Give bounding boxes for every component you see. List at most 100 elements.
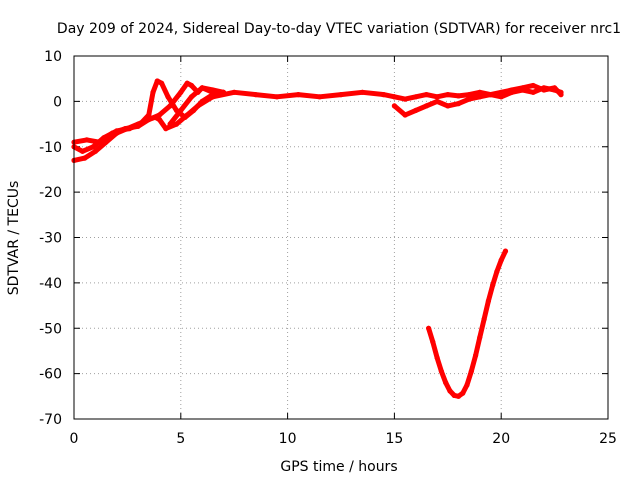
- y-tick-label: 10: [44, 49, 62, 65]
- data-point: [295, 92, 301, 98]
- data-point: [182, 114, 188, 120]
- x-tick-label: 15: [385, 431, 403, 447]
- data-point: [150, 89, 156, 95]
- data-point: [490, 282, 496, 288]
- data-point: [487, 92, 494, 98]
- data-point: [466, 92, 472, 98]
- data-point: [541, 87, 547, 93]
- data-point: [317, 94, 323, 100]
- y-tick-label: -50: [39, 321, 62, 337]
- data-point: [552, 85, 558, 91]
- data-point: [520, 85, 526, 91]
- data-point: [455, 393, 462, 399]
- data-point: [109, 130, 115, 136]
- data-point: [464, 382, 470, 388]
- data-point: [165, 94, 171, 100]
- data-point: [434, 355, 440, 361]
- data-point: [231, 89, 237, 95]
- grid: [74, 56, 608, 419]
- y-tick-label: -40: [39, 276, 62, 292]
- y-tick-label: -60: [39, 367, 62, 383]
- x-tick-labels: 0 5 10 15 20 25: [70, 431, 617, 447]
- data-point: [473, 352, 479, 359]
- data-point: [178, 89, 184, 95]
- data-point: [447, 388, 453, 394]
- data-point: [455, 101, 462, 107]
- data-point: [558, 92, 564, 98]
- y-tick-label: -30: [39, 231, 62, 247]
- data-point: [210, 89, 216, 95]
- data-point: [443, 380, 449, 386]
- data-point: [460, 390, 466, 396]
- data-point: [413, 107, 419, 113]
- data-point: [509, 87, 515, 93]
- data-point: [391, 94, 397, 100]
- data-point: [498, 257, 504, 263]
- data-point: [79, 148, 86, 154]
- chart-title: Day 209 of 2024, Sidereal Day-to-day VTE…: [57, 21, 621, 37]
- data-point: [445, 103, 451, 109]
- data-point: [92, 148, 98, 154]
- data-point: [498, 89, 504, 95]
- x-tick-label: 10: [279, 431, 297, 447]
- data-point: [502, 248, 509, 254]
- data-point: [146, 116, 152, 123]
- data-point: [434, 94, 440, 100]
- data-point: [82, 155, 88, 161]
- data-point: [498, 94, 504, 100]
- data-point: [391, 103, 397, 109]
- data-point: [184, 80, 190, 86]
- data-point: [359, 89, 365, 95]
- data-point: [173, 121, 180, 127]
- data-point: [426, 325, 432, 331]
- data-point: [530, 82, 536, 89]
- data-point: [163, 126, 169, 132]
- data-point: [451, 392, 457, 398]
- data-series: [71, 78, 564, 399]
- y-tick-label: -10: [39, 140, 62, 156]
- data-point: [494, 268, 500, 275]
- data-point: [438, 368, 444, 374]
- data-point: [122, 126, 128, 132]
- data-point: [455, 93, 462, 99]
- y-tick-labels: -70 -60 -50 -40 -30 -20 -10 0 10: [39, 49, 62, 428]
- data-point: [423, 103, 429, 109]
- data-point: [477, 334, 483, 340]
- data-point: [481, 316, 487, 322]
- data-point: [445, 92, 451, 98]
- y-tick-label: -70: [39, 412, 62, 428]
- x-tick-label: 20: [492, 431, 510, 447]
- data-point: [402, 96, 408, 102]
- data-point: [466, 96, 472, 102]
- data-point: [156, 112, 162, 118]
- x-axis-label: GPS time / hours: [280, 459, 397, 475]
- data-point: [477, 94, 483, 100]
- y-tick-label: 0: [53, 94, 62, 110]
- data-point: [434, 98, 440, 104]
- y-axis-label: SDTVAR / TECUs: [6, 181, 22, 296]
- data-point: [90, 144, 96, 150]
- data-point: [84, 137, 90, 143]
- x-tick-label: 25: [599, 431, 617, 447]
- data-point: [178, 107, 184, 113]
- data-point: [253, 92, 259, 98]
- data-point: [338, 92, 344, 98]
- data-point: [274, 94, 280, 100]
- data-point: [154, 78, 160, 84]
- data-point: [220, 89, 227, 95]
- data-point: [167, 121, 173, 127]
- data-point: [135, 123, 141, 129]
- data-point: [199, 98, 205, 104]
- data-point: [468, 368, 474, 374]
- data-point: [199, 85, 205, 91]
- data-point: [159, 80, 165, 86]
- data-point: [188, 94, 195, 100]
- plot-frame: [73, 55, 609, 420]
- y-tick-label: -20: [39, 185, 62, 201]
- data-point: [191, 107, 197, 113]
- data-point: [188, 82, 195, 89]
- data-point: [423, 92, 429, 98]
- data-point: [97, 139, 103, 145]
